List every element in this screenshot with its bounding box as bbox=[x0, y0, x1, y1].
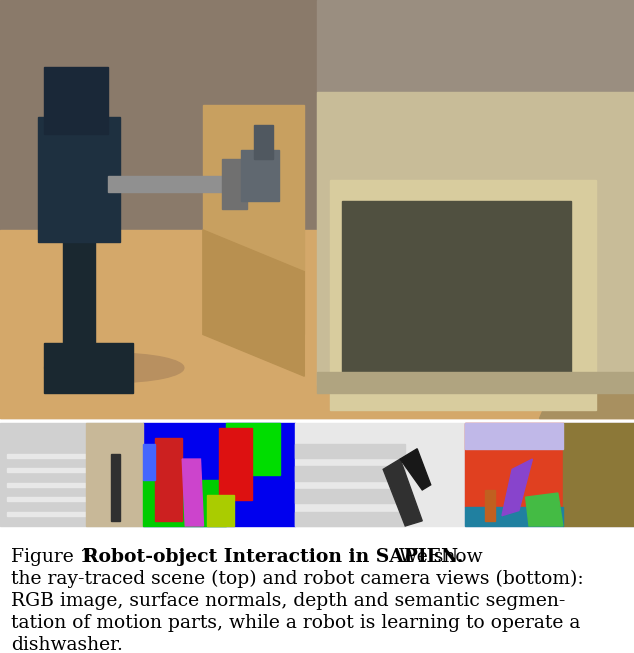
Bar bbox=[7, 454, 86, 458]
Bar bbox=[219, 428, 252, 500]
Polygon shape bbox=[502, 459, 533, 516]
Text: the ray-traced scene (top) and robot camera views (bottom):: the ray-traced scene (top) and robot cam… bbox=[11, 570, 584, 588]
Bar bbox=[0, 0, 317, 230]
Bar bbox=[226, 423, 280, 475]
Bar bbox=[108, 176, 235, 192]
Bar bbox=[112, 454, 120, 521]
Bar bbox=[485, 490, 495, 521]
Bar bbox=[317, 0, 634, 230]
Text: dishwasher.: dishwasher. bbox=[11, 636, 123, 653]
Bar bbox=[295, 489, 405, 503]
Bar bbox=[44, 343, 133, 393]
Bar bbox=[317, 372, 634, 393]
Bar bbox=[254, 125, 273, 159]
Text: RGB image, surface normals, depth and semantic segmen-: RGB image, surface normals, depth and se… bbox=[11, 592, 566, 610]
Polygon shape bbox=[182, 459, 204, 526]
Bar bbox=[330, 180, 596, 409]
Bar bbox=[143, 423, 295, 526]
Bar bbox=[465, 423, 634, 526]
Polygon shape bbox=[400, 449, 430, 490]
Text: Figure 1:: Figure 1: bbox=[11, 548, 104, 566]
Bar bbox=[86, 423, 143, 526]
Bar bbox=[0, 230, 634, 418]
Polygon shape bbox=[526, 493, 563, 526]
Bar bbox=[44, 67, 108, 134]
Text: We show: We show bbox=[393, 548, 482, 566]
Bar bbox=[7, 511, 86, 516]
Bar bbox=[342, 200, 571, 376]
Text: tation of motion parts, while a robot is learning to operate a: tation of motion parts, while a robot is… bbox=[11, 614, 580, 632]
Polygon shape bbox=[203, 230, 304, 376]
Polygon shape bbox=[539, 272, 634, 418]
Bar bbox=[7, 483, 86, 487]
Bar bbox=[63, 213, 95, 360]
Bar bbox=[7, 497, 86, 502]
Bar bbox=[241, 150, 279, 200]
Bar bbox=[222, 159, 247, 209]
Bar bbox=[465, 423, 563, 449]
Bar bbox=[295, 511, 405, 526]
Ellipse shape bbox=[44, 353, 184, 383]
Bar bbox=[317, 92, 634, 385]
Bar bbox=[143, 480, 226, 526]
Bar bbox=[295, 466, 405, 481]
Text: Robot-object Interaction in SAPIEN.: Robot-object Interaction in SAPIEN. bbox=[83, 548, 463, 566]
Bar bbox=[0, 0, 634, 418]
Bar bbox=[465, 423, 563, 507]
Bar bbox=[0, 423, 143, 526]
Bar bbox=[563, 423, 634, 526]
Bar bbox=[7, 468, 86, 472]
Bar bbox=[203, 104, 304, 334]
Bar bbox=[38, 117, 120, 242]
Polygon shape bbox=[383, 459, 422, 526]
Bar bbox=[207, 495, 234, 526]
Bar bbox=[295, 423, 465, 526]
Bar bbox=[155, 438, 182, 521]
Bar bbox=[143, 443, 155, 480]
Bar bbox=[465, 507, 563, 526]
Bar bbox=[295, 443, 405, 458]
